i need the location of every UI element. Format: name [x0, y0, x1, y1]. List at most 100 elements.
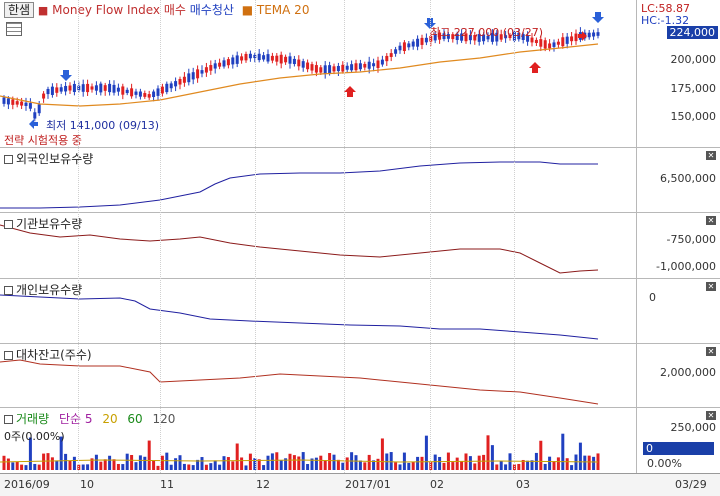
- high-annotation: 최고 227,000 (03/27): [430, 26, 544, 39]
- candle-body: [266, 54, 270, 62]
- candle-body: [244, 53, 248, 61]
- foreign-holdings-pane[interactable]: 외국인보유수량 ✕ 6,500,000: [0, 148, 720, 213]
- retail-holdings-pane[interactable]: 개인보유수량 ✕ 0: [0, 279, 720, 344]
- candle-body: [323, 65, 327, 74]
- volume-bar: [200, 457, 204, 470]
- candle-body: [490, 32, 494, 42]
- date-axis[interactable]: 2016/09 10 11 12 2017/01 02 03 03/29: [0, 473, 720, 496]
- ma5-label: 단순 5: [58, 412, 93, 426]
- volume-bar: [468, 456, 472, 470]
- retail-axis: ✕ 0: [637, 279, 720, 343]
- candle-body: [288, 56, 292, 64]
- candle-body: [240, 56, 244, 61]
- candle-body: [231, 57, 235, 65]
- grid-line: [78, 0, 79, 473]
- institution-line-svg: [0, 224, 599, 274]
- price-axis[interactable]: LC:58.87 HC:-1.32 224,000 200,000 175,00…: [637, 0, 720, 147]
- volume-bar: [292, 455, 296, 470]
- volume-bar: [244, 465, 248, 470]
- volume-bar: [402, 452, 406, 470]
- axis-label: 2,000,000: [660, 366, 716, 379]
- volume-bar: [319, 455, 323, 470]
- close-icon[interactable]: ✕: [706, 151, 716, 160]
- close-icon[interactable]: ✕: [706, 282, 716, 291]
- lending-plot[interactable]: 대차잔고(주수): [0, 344, 637, 407]
- institution-plot[interactable]: 기관보유수량: [0, 213, 637, 278]
- volume-bar: [213, 460, 217, 470]
- price-axis-label: 150,000: [670, 110, 717, 123]
- close-icon[interactable]: ✕: [706, 347, 716, 356]
- volume-bar: [81, 464, 85, 470]
- volume-bar: [526, 460, 530, 470]
- institution-axis: ✕ -750,000 -1,000,000: [637, 213, 720, 278]
- retail-line-svg: [0, 294, 599, 340]
- retail-plot[interactable]: 개인보유수량: [0, 279, 637, 343]
- lending-balance-pane[interactable]: 대차잔고(주수) ✕ 2,000,000: [0, 344, 720, 408]
- candle-body: [222, 60, 226, 67]
- candle-body: [108, 83, 112, 93]
- volume-bar: [345, 457, 349, 470]
- candle-body: [90, 86, 94, 90]
- candle-body: [389, 53, 393, 57]
- volume-pane[interactable]: 거래량 단순 5 20 60 120 0주(0.00%) ✕ 250,000 0…: [0, 408, 720, 473]
- candle-body: [552, 42, 556, 47]
- volume-bar: [231, 461, 235, 470]
- foreign-holdings-line: [0, 161, 598, 209]
- volume-bar: [552, 461, 556, 470]
- foreign-line-svg: [0, 161, 598, 209]
- volume-bar: [548, 456, 552, 470]
- candle-body: [394, 49, 398, 54]
- close-icon[interactable]: ✕: [706, 411, 716, 420]
- volume-bar: [341, 462, 345, 470]
- axis-label: 0.00%: [647, 457, 682, 470]
- candle-body: [367, 61, 371, 69]
- lc-label: LC:58.87: [641, 2, 691, 15]
- candle-body: [147, 94, 151, 98]
- volume-plot[interactable]: 거래량 단순 5 20 60 120 0주(0.00%): [0, 408, 637, 473]
- volume-bar: [477, 455, 481, 470]
- candle-body: [530, 37, 534, 43]
- candle-body: [15, 101, 19, 105]
- axis-label: 0: [649, 291, 656, 304]
- volume-bar: [174, 458, 178, 470]
- date-tick: 11: [160, 478, 174, 491]
- candle-body: [191, 72, 195, 80]
- date-tick: 03: [516, 478, 530, 491]
- volume-bar: [218, 464, 222, 470]
- candle-body: [6, 98, 10, 105]
- volume-bar: [266, 455, 270, 470]
- candle-body: [499, 34, 503, 40]
- volume-bar: [248, 453, 252, 470]
- price-plot[interactable]: 한샘 ■ Money Flow Index 매수 매수청산 ■ TEMA 20 …: [0, 0, 637, 147]
- volume-bar: [187, 464, 191, 470]
- candle-body: [358, 63, 362, 70]
- candle-body: [279, 54, 283, 64]
- volume-bar: [407, 462, 411, 470]
- table-icon[interactable]: [6, 22, 22, 36]
- volume-bar: [376, 458, 380, 470]
- close-icon[interactable]: ✕: [706, 216, 716, 225]
- candle-body: [103, 85, 107, 91]
- candle-body: [411, 41, 415, 47]
- pane-title: 대차잔고(주수): [4, 346, 92, 363]
- candle-body: [99, 83, 103, 93]
- volume-bar: [508, 453, 512, 470]
- volume-bar: [125, 453, 129, 470]
- volume-bar: [372, 460, 376, 470]
- price-pane[interactable]: 한샘 ■ Money Flow Index 매수 매수청산 ■ TEMA 20 …: [0, 0, 720, 148]
- volume-bar: [521, 459, 525, 470]
- volume-bar: [257, 459, 261, 470]
- volume-bar: [222, 456, 226, 470]
- candle-body: [262, 55, 266, 60]
- volume-bar: [455, 457, 459, 470]
- buy-signal-arrow: [529, 62, 541, 73]
- institution-holdings-pane[interactable]: 기관보유수량 ✕ -750,000 -1,000,000: [0, 213, 720, 279]
- volume-bar: [367, 454, 371, 470]
- date-tick: 03/29: [675, 478, 707, 491]
- foreign-plot[interactable]: 외국인보유수량: [0, 148, 637, 212]
- ma60-label: 60: [127, 412, 143, 426]
- stock-chip[interactable]: 한샘: [4, 2, 35, 18]
- volume-bar: [297, 456, 301, 470]
- lending-balance-line: [0, 359, 599, 405]
- volume-bar: [64, 453, 68, 470]
